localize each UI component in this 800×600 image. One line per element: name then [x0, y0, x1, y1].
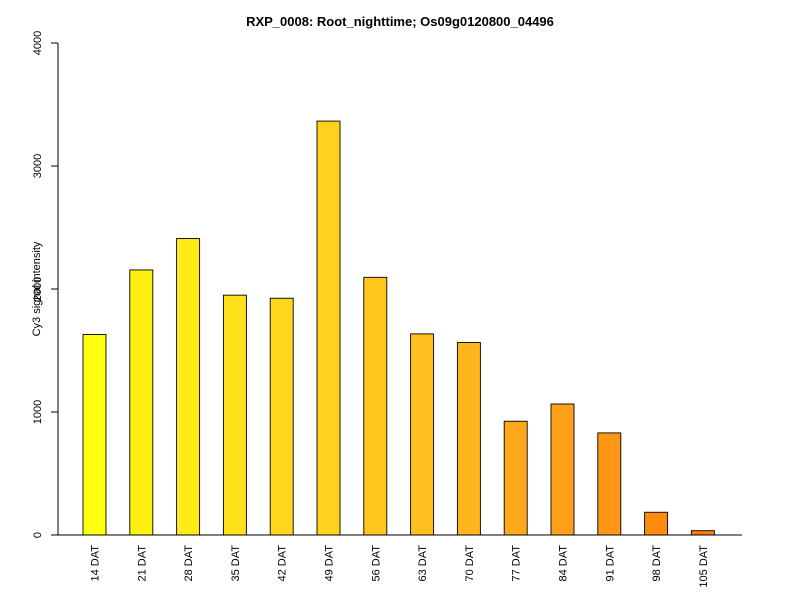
- y-tick-label: 3000: [32, 154, 44, 178]
- bar: [456, 342, 481, 536]
- x-axis: 14 DAT 21 DAT 28 DAT 35 DAT 42 DAT 49 DAT 56 D…: [58, 534, 742, 588]
- bar: [644, 511, 669, 536]
- bars-group: [82, 120, 715, 536]
- x-tick-label: 35 DAT: [230, 545, 242, 582]
- bar: [222, 294, 247, 536]
- x-tick-label: 98 DAT: [651, 545, 663, 582]
- bar: [410, 333, 435, 536]
- x-tick-label: 56 DAT: [370, 545, 382, 582]
- x-tick-label: 77 DAT: [511, 545, 523, 582]
- x-tick-label: 28 DAT: [183, 545, 195, 582]
- y-tick-label: 2000: [32, 277, 44, 301]
- x-tick-label: 21 DAT: [136, 545, 148, 582]
- x-tick-label: 63 DAT: [417, 545, 429, 582]
- bar: [550, 403, 575, 536]
- bar: [82, 334, 107, 536]
- bar: [597, 432, 622, 536]
- bar: [129, 269, 154, 536]
- y-tick-label: 0: [32, 532, 44, 538]
- bar: [269, 297, 294, 536]
- bar: [176, 238, 201, 536]
- y-axis: 0 1000 2000 3000 4000: [32, 31, 59, 538]
- y-tick-label: 1000: [32, 400, 44, 424]
- x-tick-label: 105 DAT: [698, 545, 710, 588]
- y-axis-label: Cy3 signal intensity: [31, 241, 43, 336]
- chart-title: RXP_0008: Root_nighttime; Os09g0120800_0…: [246, 14, 554, 29]
- y-tick-label: 4000: [32, 31, 44, 55]
- x-tick-label: 84 DAT: [558, 545, 570, 582]
- bar: [363, 276, 388, 536]
- x-tick-label: 91 DAT: [604, 545, 616, 582]
- x-tick-label: 42 DAT: [277, 545, 289, 582]
- x-tick-label: 49 DAT: [324, 545, 336, 582]
- x-tick-label: 14 DAT: [90, 545, 102, 582]
- bar: [690, 530, 715, 536]
- x-tick-label: 70 DAT: [464, 545, 476, 582]
- bar: [316, 120, 341, 536]
- bar: [503, 420, 528, 536]
